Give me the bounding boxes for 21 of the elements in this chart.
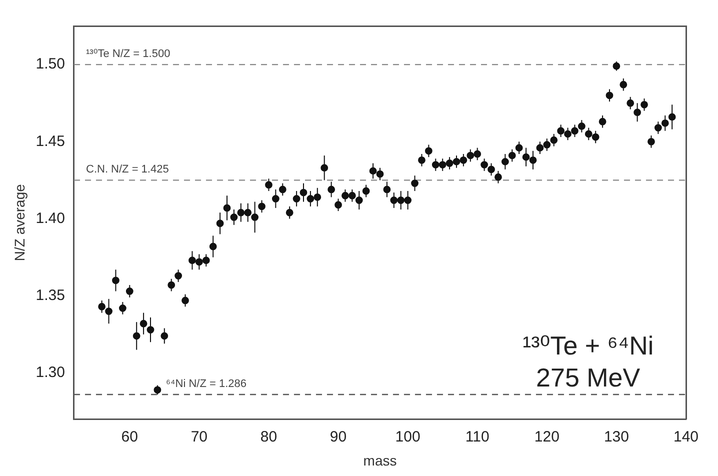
x-tick-label: 130 <box>604 428 629 446</box>
ref-line-label: C.N. N/Z = 1.425 <box>86 164 169 176</box>
x-tick-label: 140 <box>673 428 699 446</box>
x-tick-label: 100 <box>395 428 420 446</box>
x-tick-label: 80 <box>260 428 278 446</box>
y-tick-label: 1.30 <box>36 364 65 382</box>
x-axis-title: mass <box>363 452 397 468</box>
ref-line-label: ⁶⁴Ni N/Z = 1.286 <box>166 378 246 390</box>
y-tick-label: 1.35 <box>36 286 65 304</box>
y-tick-label: 1.45 <box>36 132 65 150</box>
x-tick-label: 120 <box>534 428 560 446</box>
x-tick-label: 110 <box>465 428 490 446</box>
annotation: ¹³⁰Te + ⁶⁴Ni <box>522 330 654 360</box>
x-tick-label: 70 <box>190 428 208 446</box>
annotation: 275 MeV <box>536 362 641 392</box>
y-tick-label: 1.50 <box>36 56 65 73</box>
y-tick-label: 1.40 <box>36 210 65 227</box>
ref-line-label: ¹³⁰Te N/Z = 1.500 <box>86 48 170 60</box>
x-tick-label: 60 <box>121 428 138 446</box>
x-tick-label: 90 <box>330 428 347 446</box>
y-axis-title: N/Z average <box>11 184 28 262</box>
